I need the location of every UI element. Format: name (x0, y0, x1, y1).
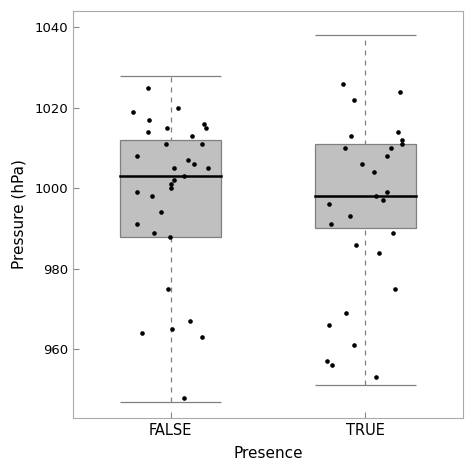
Point (346, 213, 354, 220)
Point (394, 128, 402, 135)
X-axis label: Presence: Presence (233, 446, 303, 461)
Point (174, 104, 182, 111)
Point (134, 152, 141, 160)
Point (399, 140, 406, 148)
Point (398, 136, 406, 143)
Point (170, 177, 177, 184)
Point (204, 164, 211, 172)
Point (167, 180, 174, 188)
Point (325, 321, 333, 329)
Point (163, 124, 171, 132)
Point (189, 132, 196, 140)
Point (146, 116, 153, 124)
Point (145, 128, 152, 135)
Point (383, 152, 391, 160)
Point (391, 285, 398, 293)
Point (323, 358, 331, 365)
Point (191, 160, 198, 168)
Point (358, 160, 365, 168)
Point (202, 124, 210, 132)
Point (171, 164, 178, 172)
Point (149, 193, 156, 200)
Point (379, 196, 386, 204)
Point (341, 144, 349, 152)
Point (351, 96, 358, 103)
Point (186, 317, 194, 325)
Point (167, 185, 174, 192)
Point (350, 341, 357, 349)
Point (397, 88, 404, 95)
Point (373, 193, 380, 200)
Point (169, 325, 176, 333)
Point (150, 229, 158, 236)
Point (383, 188, 391, 196)
Point (130, 108, 137, 116)
Point (164, 285, 172, 293)
Point (133, 221, 140, 228)
Point (199, 333, 206, 341)
Point (162, 140, 170, 148)
Point (201, 120, 208, 127)
Point (340, 80, 347, 87)
Point (166, 233, 173, 240)
Point (138, 329, 146, 337)
Point (347, 132, 355, 140)
Point (181, 172, 188, 180)
Point (352, 241, 359, 248)
Point (327, 221, 335, 228)
Point (343, 309, 350, 317)
Point (325, 201, 333, 208)
Point (184, 156, 191, 164)
Point (157, 209, 165, 216)
Point (390, 229, 397, 236)
Bar (120, 140, 221, 236)
Point (387, 144, 394, 152)
Bar (315, 144, 416, 228)
Y-axis label: Pressure (hPa): Pressure (hPa) (11, 160, 26, 270)
Point (199, 140, 206, 148)
Point (180, 394, 188, 401)
Point (328, 362, 335, 369)
Point (370, 169, 378, 176)
Point (376, 249, 383, 256)
Point (372, 374, 379, 381)
Point (144, 84, 151, 92)
Point (133, 188, 141, 196)
